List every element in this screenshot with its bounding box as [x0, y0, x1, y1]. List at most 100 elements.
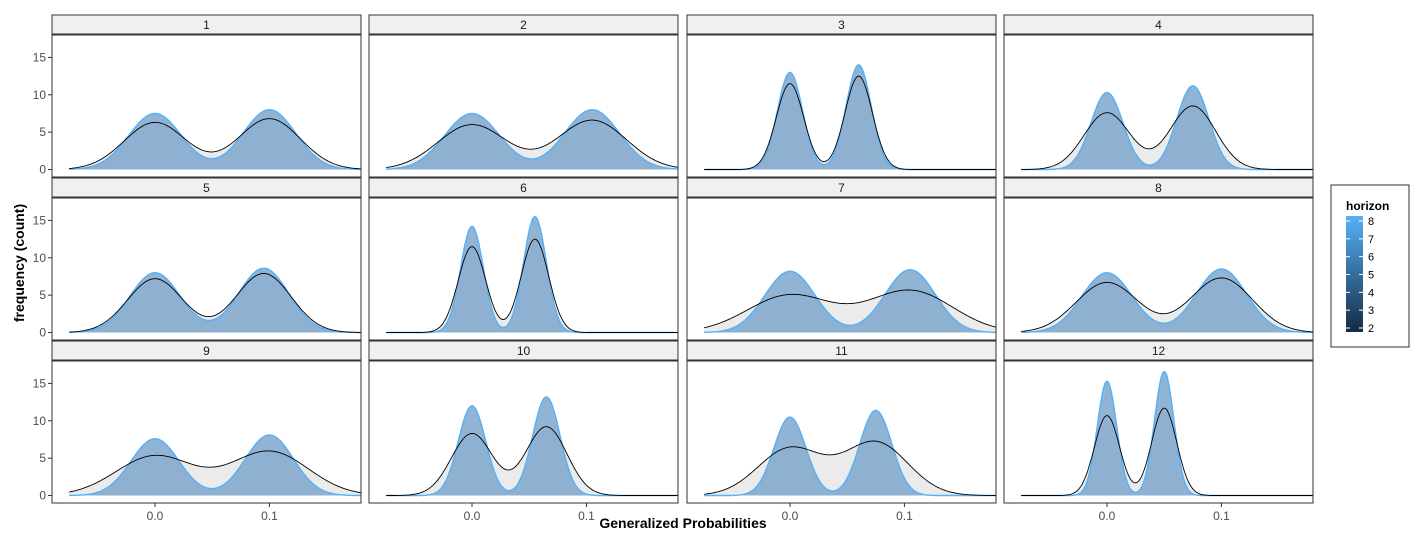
x-tick-label: 0.1 [261, 509, 278, 523]
facet-strip [1003, 340, 1314, 361]
horizon-density-outline [69, 108, 361, 171]
reference-density-line [69, 273, 361, 333]
y-tick-label: 15 [33, 376, 47, 390]
y-tick-label: 5 [39, 451, 46, 465]
reference-density-line [386, 238, 678, 333]
legend-label: 5 [1368, 270, 1374, 282]
facet-strip [51, 340, 362, 361]
legend-label: 2 [1368, 323, 1374, 335]
facet-strip [686, 14, 997, 35]
facet-strip-label: 7 [838, 181, 845, 195]
facet-strip-label: 10 [517, 344, 531, 358]
horizon-density-area [1021, 371, 1313, 496]
facet-panel-10: 10 [368, 340, 679, 504]
panel-border [1003, 360, 1314, 504]
facet-panel-11: 11 [686, 340, 997, 504]
facet-strip-label: 8 [1155, 181, 1162, 195]
facet-panel-1: 1 [51, 14, 362, 178]
facet-strip-label: 12 [1152, 344, 1166, 358]
x-tick-label: 0.1 [1213, 509, 1230, 523]
horizon-density-outline [704, 269, 996, 333]
x-tick-label: 0.0 [1099, 509, 1116, 523]
y-tick-label: 0 [39, 163, 46, 177]
panel-border [686, 360, 997, 504]
horizon-density-outline [69, 434, 361, 497]
panel-border [368, 34, 679, 178]
x-tick-label: 0.0 [147, 509, 164, 523]
legend-colorbar [1346, 216, 1363, 332]
horizon-density-outline [69, 267, 361, 334]
facet-strip-label: 4 [1155, 18, 1162, 32]
legend-label: 7 [1368, 234, 1374, 246]
facet-strip-label: 5 [203, 181, 210, 195]
reference-density-line [704, 440, 996, 496]
legend: horizon 8 7 6 5 4 3 2 [1330, 184, 1410, 348]
facet-strip-label: 3 [838, 18, 845, 32]
legend-label: 3 [1368, 305, 1374, 317]
horizon-density-area [704, 65, 996, 170]
panel-border [686, 34, 997, 178]
panel-border [686, 197, 997, 341]
x-tick-label: 0.1 [896, 509, 913, 523]
y-tick-label: 10 [33, 251, 47, 265]
horizon-density-area [1021, 85, 1313, 170]
y-tick-label: 15 [33, 50, 47, 64]
horizon-density-outline [1021, 268, 1313, 334]
facet-panel-8: 8 [1003, 177, 1314, 341]
facet-strip [368, 14, 679, 35]
facet-panel-6: 6 [368, 177, 679, 341]
panels-layer: 1 2 3 45 6 7 89 10 11 12 [51, 14, 1314, 504]
facet-panel-2: 2 [368, 14, 679, 178]
facet-strip [686, 177, 997, 198]
y-tick-label: 10 [33, 88, 47, 102]
panel-border [368, 360, 679, 504]
facet-strip [51, 177, 362, 198]
legend-box [1330, 184, 1410, 348]
facet-panel-3: 3 [686, 14, 997, 178]
x-tick-label: 0.0 [782, 509, 799, 523]
facet-strip [686, 340, 997, 361]
legend-label: 8 [1368, 216, 1374, 228]
facet-panel-4: 4 [1003, 14, 1314, 178]
x-axis-title: Generalized Probabilities [599, 515, 766, 531]
facet-panel-7: 7 [686, 177, 997, 341]
x-tick-label: 0.0 [464, 509, 481, 523]
y-tick-label: 0 [39, 489, 46, 503]
facet-strip-label: 1 [203, 18, 210, 32]
horizon-density-area [69, 435, 361, 496]
horizon-density-area [704, 410, 996, 496]
panel-border [51, 360, 362, 504]
facet-panel-9: 9 [51, 340, 362, 504]
reference-density-line [1021, 277, 1313, 333]
y-axis-title: frequency (count) [11, 204, 27, 322]
horizon-density-outline [704, 409, 996, 497]
horizon-density-area [386, 396, 678, 496]
horizon-density-area [69, 109, 361, 170]
reference-density-line [1021, 105, 1313, 170]
panel-border [368, 197, 679, 341]
horizon-density-outline [1021, 85, 1313, 171]
y-tick-label: 0 [39, 326, 46, 340]
legend-title: horizon [1346, 199, 1389, 213]
horizon-density-area [704, 269, 996, 333]
facet-strip-label: 2 [520, 18, 527, 32]
horizon-density-outline [386, 108, 679, 170]
facet-strip [1003, 177, 1314, 198]
horizon-density-area [386, 109, 678, 170]
reference-density-line [69, 118, 362, 170]
panel-border [51, 197, 362, 341]
legend-label: 4 [1368, 287, 1374, 299]
panel-border [51, 34, 362, 178]
y-tick-label: 10 [33, 414, 47, 428]
facet-strip [368, 340, 679, 361]
reference-density-line [386, 119, 679, 169]
facet-strip-label: 11 [835, 344, 848, 358]
facet-panel-5: 5 [51, 177, 362, 341]
facet-strip-label: 6 [520, 181, 527, 195]
facet-strip [368, 177, 679, 198]
legend-label: 6 [1368, 252, 1374, 264]
facet-panel-12: 12 [1003, 340, 1314, 504]
horizon-density-area [386, 216, 678, 333]
y-tick-label: 5 [39, 125, 46, 139]
